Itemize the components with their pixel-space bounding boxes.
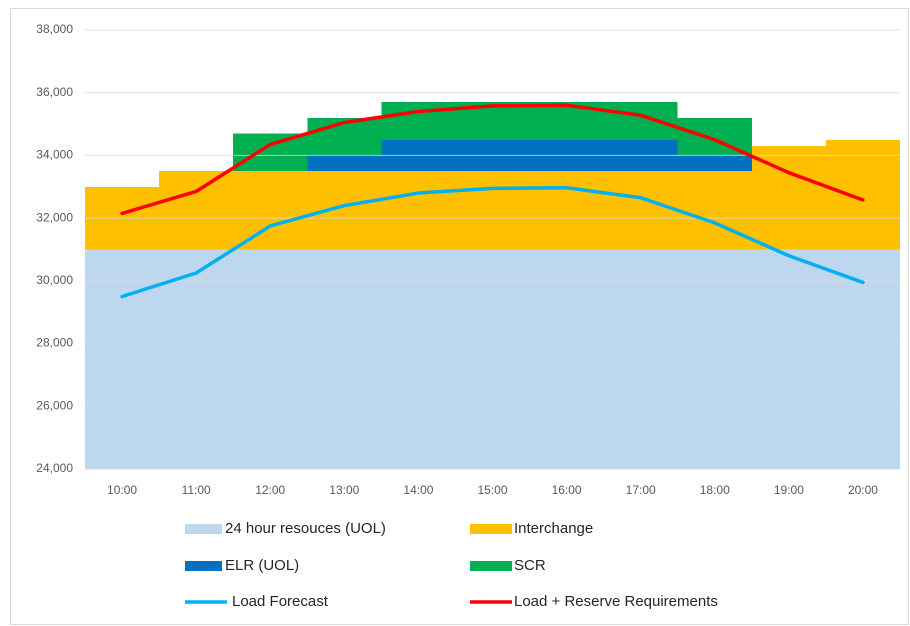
area-segment — [529, 249, 604, 469]
area-segment — [455, 249, 530, 469]
y-tick-label: 28,000 — [36, 336, 73, 350]
x-tick-label: 18:00 — [700, 483, 730, 497]
legend-label: Interchange — [514, 520, 593, 537]
legend-swatch — [185, 524, 222, 534]
x-tick-label: 14:00 — [403, 483, 433, 497]
area-segment — [233, 171, 308, 250]
legend-swatch — [185, 561, 222, 571]
y-tick-label: 36,000 — [36, 85, 73, 99]
legend-label: SCR — [514, 557, 546, 574]
area-segment — [825, 139, 900, 250]
area-segment — [85, 249, 160, 469]
line — [120, 185, 865, 299]
x-tick-label: 13:00 — [329, 483, 359, 497]
area-segment — [307, 249, 382, 469]
legend-swatch — [470, 524, 512, 534]
legend-label: Load Forecast — [232, 593, 329, 610]
area-segment — [307, 171, 382, 250]
y-tick-label: 30,000 — [36, 273, 73, 287]
area-segment — [381, 102, 456, 140]
area-segment — [455, 171, 530, 250]
legend-label: Load + Reserve Requirements — [514, 593, 718, 610]
area-segment — [159, 171, 234, 250]
area-segment — [529, 171, 604, 250]
x-tick-label: 17:00 — [626, 483, 656, 497]
x-tick-label: 16:00 — [552, 483, 582, 497]
legend-label: ELR (UOL) — [225, 557, 299, 574]
area-segment — [677, 171, 752, 250]
y-tick-label: 34,000 — [36, 148, 73, 162]
y-tick-label: 24,000 — [36, 461, 73, 475]
area-segment — [159, 249, 234, 469]
y-tick-label: 26,000 — [36, 398, 73, 412]
line — [120, 103, 865, 216]
area-segment — [381, 249, 456, 469]
x-tick-label: 10:00 — [107, 483, 137, 497]
area-segment — [677, 155, 752, 172]
x-tick-label: 11:00 — [182, 483, 211, 497]
y-tick-label: 38,000 — [36, 22, 73, 36]
x-tick-label: 15:00 — [477, 483, 507, 497]
x-tick-label: 20:00 — [848, 483, 878, 497]
y-tick-label: 32,000 — [36, 210, 73, 224]
area-segment — [233, 133, 308, 172]
area-segment — [825, 249, 900, 469]
x-tick-label: 12:00 — [255, 483, 285, 497]
area-segment — [307, 155, 382, 172]
x-tick-label: 19:00 — [774, 483, 804, 497]
area-segment — [603, 102, 678, 140]
area-segment — [603, 171, 678, 250]
legend-swatch — [470, 561, 512, 571]
legend-label: 24 hour resouces (UOL) — [225, 520, 386, 537]
area-segment — [751, 249, 826, 469]
area-segment — [677, 249, 752, 469]
area-segment — [381, 171, 456, 250]
area-segment — [603, 249, 678, 469]
area-segment — [233, 249, 308, 469]
